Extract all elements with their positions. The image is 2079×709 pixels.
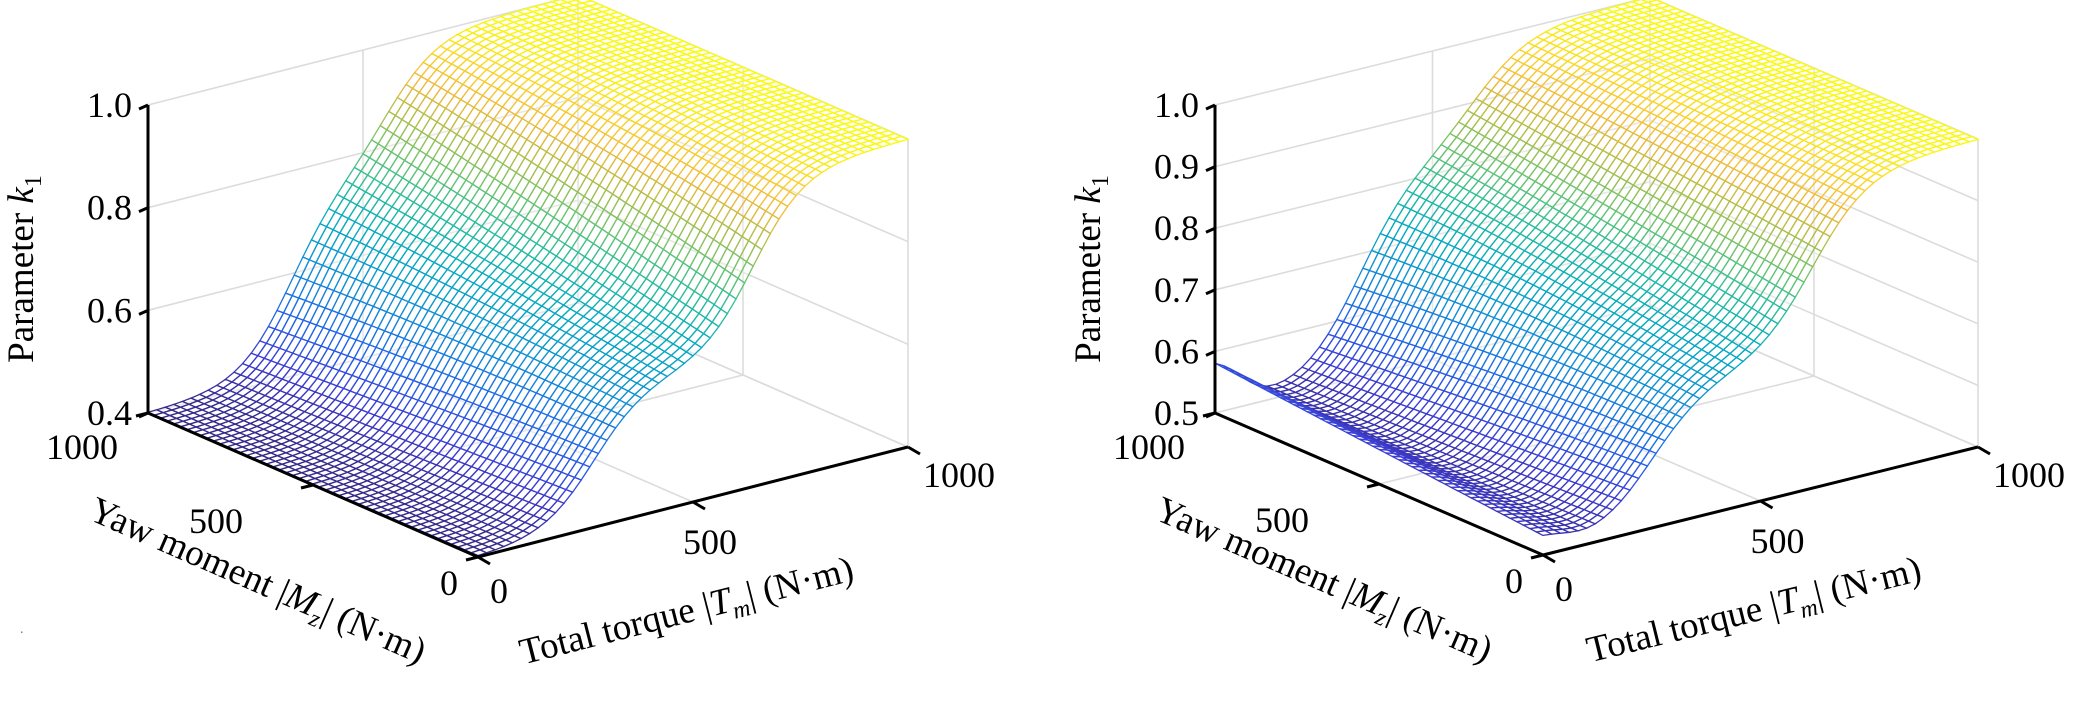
- x-axis-label-unit: (N·m): [749, 549, 858, 614]
- z-tick-label: 0.6: [87, 290, 132, 330]
- x-tick: [692, 500, 706, 511]
- surface-mesh: [1214, 0, 1981, 537]
- y-axis-label: Yaw moment |Mz| (N·m): [81, 489, 432, 676]
- z-tick-label: 1.0: [87, 85, 132, 125]
- x-tick: [477, 555, 491, 566]
- y-tick: [135, 411, 149, 418]
- x-tick-label: 0: [490, 571, 508, 611]
- x-tick: [907, 445, 921, 456]
- x-axis-label: Total torque |Tm| (N·m): [515, 549, 859, 678]
- grid-line: [312, 374, 744, 486]
- grid-line: [577, 302, 909, 448]
- z-axis-label-text: Parameter: [1, 204, 42, 363]
- z-axis-label: Parameter k1: [1, 175, 47, 363]
- y-tick: [465, 555, 479, 562]
- y-tick: [300, 483, 314, 490]
- y-tick-label: 0: [440, 563, 458, 603]
- z-tick-label: 0.8: [87, 188, 132, 228]
- z-axis-label-sub: 1: [21, 175, 47, 187]
- x-tick-label: 1000: [923, 455, 995, 495]
- y-axis-label-unit: (N·m): [323, 594, 433, 672]
- surface-mesh: [146, 0, 910, 557]
- x-tick-label: 500: [683, 522, 737, 562]
- y-axis-label-text: Yaw moment: [83, 489, 288, 609]
- x-axis-label-text: Total torque: [515, 587, 708, 673]
- y-tick-label: 1000: [46, 427, 118, 467]
- surface-plot-right: 0.50.60.70.80.91.00500100005001000Parame…: [1068, 0, 2065, 671]
- z-axis-label-var: k: [1, 187, 42, 204]
